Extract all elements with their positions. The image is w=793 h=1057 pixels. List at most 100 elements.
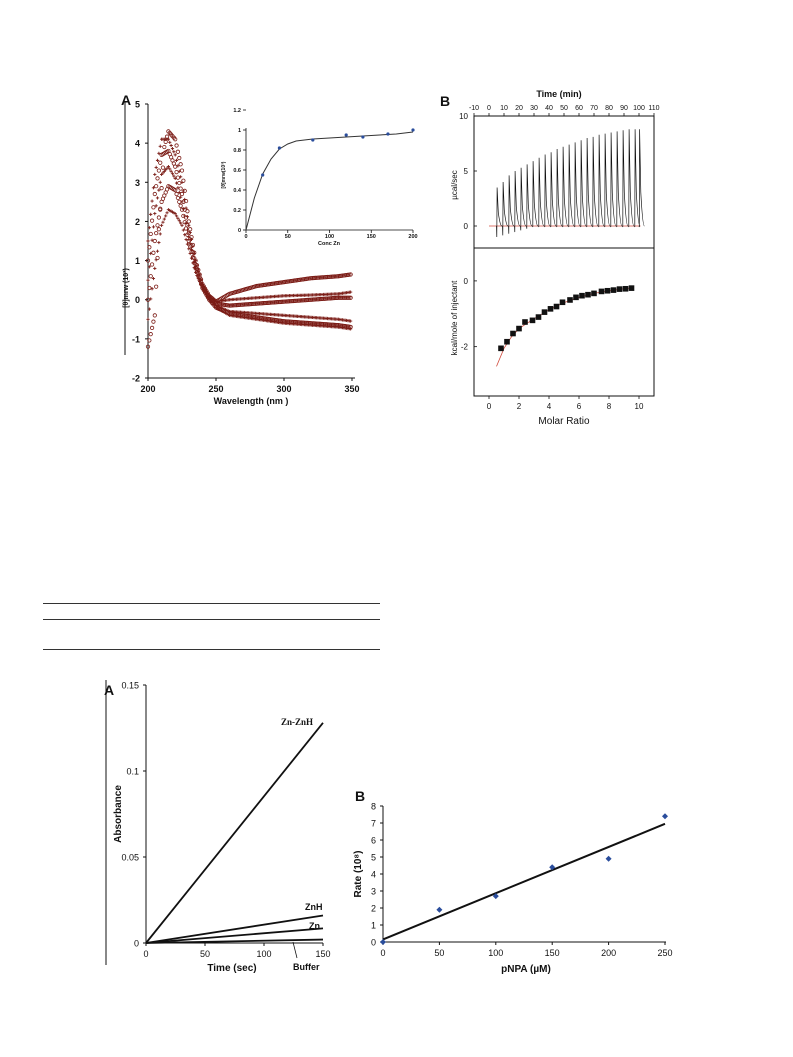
- table-header-rule: [43, 619, 380, 620]
- absorbance-line: [145, 938, 324, 944]
- cd-marker: [168, 167, 172, 171]
- cd-marker: [175, 195, 181, 201]
- cd-marker: [191, 261, 195, 265]
- rate-y-tick-label: 5: [371, 853, 376, 863]
- cd-marker: [162, 144, 167, 150]
- itc-point: [559, 299, 566, 306]
- cd-marker: [179, 207, 185, 212]
- rate-x-tick-label: 200: [601, 948, 616, 958]
- cd-marker: [203, 291, 207, 295]
- cd-series-marks: [145, 129, 353, 349]
- cd-marker: [177, 190, 181, 195]
- itc-point: [498, 345, 504, 352]
- inset-x-tick-label: 200: [408, 234, 417, 240]
- cd-marker: [181, 189, 185, 193]
- rate-y-ticks: 8 7 6 5 4 3 2 1 0: [371, 802, 383, 948]
- inset-x-tick-label: 100: [325, 234, 334, 240]
- rate-point: [380, 939, 386, 945]
- cd-marker: [269, 300, 274, 305]
- cd-marker: [173, 212, 177, 216]
- cd-marker: [347, 295, 352, 300]
- cd-marker: [145, 297, 151, 302]
- cd-y-tick-label: 4: [135, 139, 140, 149]
- absorbance-y-ticks: 0.15 0.1 0.05 0: [121, 681, 146, 949]
- cd-marker: [156, 227, 161, 232]
- cd-marker: [187, 247, 191, 251]
- cd-marker: [155, 158, 160, 162]
- cd-marker: [147, 265, 151, 269]
- inset-y-tick-label: 1: [238, 128, 241, 134]
- cd-marker: [313, 275, 318, 280]
- itc-point: [598, 288, 605, 295]
- cd-marker: [178, 203, 183, 208]
- cd-marker: [322, 296, 327, 301]
- cd-marker: [154, 231, 159, 236]
- cd-marker: [268, 300, 273, 305]
- cd-marker: [173, 164, 178, 169]
- absorbance-x-tick-label: 100: [256, 949, 271, 959]
- rate-x-tick-label: 0: [380, 948, 385, 958]
- cd-marker: [155, 223, 160, 228]
- cd-marker: [324, 296, 329, 301]
- cd-marker: [180, 223, 184, 227]
- cd-marker: [245, 302, 250, 307]
- cd-marker: [189, 256, 194, 260]
- itc-point: [616, 286, 623, 292]
- cd-marker: [155, 249, 160, 253]
- cd-marker: [179, 168, 185, 173]
- cd-marker: [153, 172, 157, 177]
- cd-marker: [329, 274, 334, 279]
- cd-marker: [174, 170, 179, 175]
- cd-marker: [157, 188, 161, 192]
- cd-marker: [147, 338, 152, 343]
- cd-marker: [276, 299, 281, 305]
- cd-marker: [190, 249, 195, 255]
- cd-marker: [329, 296, 334, 301]
- cd-marker: [149, 218, 155, 223]
- cd-marker: [174, 143, 179, 148]
- inset-x-tick-label: 150: [367, 234, 376, 240]
- itc-peak: [580, 140, 587, 228]
- cd-marker: [149, 212, 153, 216]
- cd-marker: [322, 275, 327, 280]
- itc-peak: [562, 146, 569, 228]
- cd-marker: [150, 199, 154, 203]
- inset-point: [361, 135, 365, 139]
- cd-marker: [155, 176, 160, 181]
- cd-marker: [247, 302, 253, 307]
- cd-marker: [307, 297, 312, 302]
- inset-y-ticks: 1.2 1 0.8 0.6 0.4 0.2 0: [233, 108, 246, 234]
- cd-marker: [199, 283, 203, 287]
- cd-marker: [334, 274, 340, 279]
- cd-y-tick-label: 0: [135, 295, 140, 305]
- cd-marker: [165, 211, 169, 215]
- cd-marker: [173, 188, 178, 193]
- cd-marker: [300, 298, 306, 303]
- itc-binding-points: [498, 285, 635, 352]
- cd-marker: [172, 174, 176, 178]
- cd-marker: [196, 276, 200, 281]
- cd-marker: [173, 137, 178, 142]
- cd-marker: [241, 302, 246, 307]
- cd-marker: [254, 301, 259, 306]
- absorbance-y-axis-label: Absorbance: [113, 785, 124, 843]
- cd-x-tick-label: 250: [208, 384, 223, 394]
- rate-x-tick-label: 100: [488, 948, 503, 958]
- cd-marker: [147, 307, 151, 311]
- itc-peak: [568, 144, 575, 228]
- cd-marker: [188, 244, 193, 249]
- cd-marker: [321, 296, 326, 301]
- inset-point: [344, 133, 348, 137]
- rate-y-tick-label: 2: [371, 904, 376, 914]
- cd-marker: [310, 297, 315, 302]
- itc-injection-peaks: [496, 129, 645, 238]
- rate-y-tick-label: 4: [371, 870, 376, 880]
- table-bottom-rule: [43, 649, 380, 650]
- line-label-zn: Zn: [309, 921, 320, 931]
- cd-marker: [169, 143, 173, 148]
- cd-marker: [273, 300, 278, 305]
- absorbance-panel: A 0.15 0.1 0.05 0 0 50 100 150 Zn-ZnH ZnH Zn B…: [104, 680, 331, 974]
- cd-marker: [264, 300, 269, 306]
- itc-lower-x-tick-label: 10: [635, 402, 644, 411]
- cd-marker: [146, 239, 150, 243]
